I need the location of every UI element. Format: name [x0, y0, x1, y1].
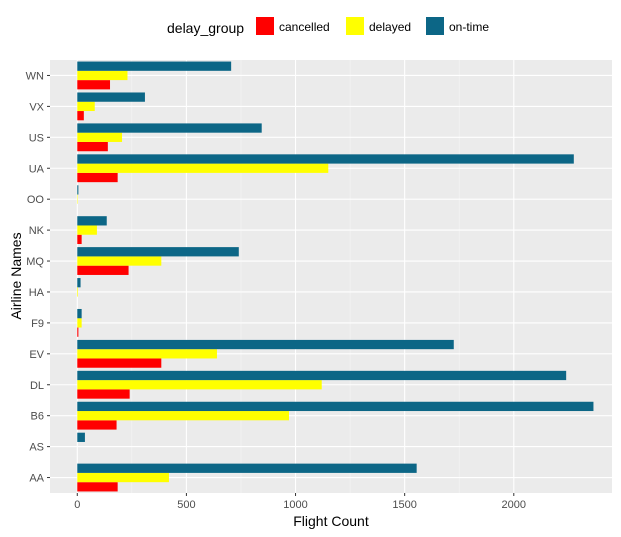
legend-label-on-time: on-time	[449, 20, 489, 34]
bar-aa-delayed	[77, 472, 169, 483]
bar-ev-cancelled	[77, 358, 162, 368]
bar-mq-cancelled	[77, 265, 129, 275]
bar-us-cancelled	[77, 141, 108, 152]
bar-ha-on-time	[77, 278, 81, 288]
bar-nk-on-time	[77, 216, 107, 226]
y-tick-label-as: AS	[29, 442, 44, 454]
y-axis-title: Airline Names	[8, 232, 24, 319]
bar-aa-cancelled	[77, 482, 118, 492]
bar-ua-on-time	[77, 154, 574, 164]
bar-vx-cancelled	[77, 111, 84, 121]
legend: delay_group cancelled delayed on-time	[167, 17, 489, 36]
bar-dl-on-time	[77, 370, 567, 381]
bar-ev-on-time	[77, 339, 454, 350]
legend-key-cancelled	[256, 17, 274, 35]
legend-key-on-time	[426, 17, 444, 35]
bar-b6-cancelled	[77, 420, 117, 430]
grid-lines	[50, 60, 612, 493]
bar-b6-on-time	[77, 401, 594, 412]
bar-vx-delayed	[77, 101, 95, 112]
y-tick-label-us: US	[29, 132, 44, 144]
bar-f9-on-time	[77, 308, 82, 319]
bar-nk-delayed	[77, 225, 97, 235]
bar-f9-cancelled	[77, 327, 79, 337]
x-axis-title: Flight Count	[293, 513, 369, 529]
bar-b6-delayed	[77, 411, 289, 421]
bar-as-on-time	[77, 432, 85, 442]
bar-wn-delayed	[77, 70, 128, 81]
y-tick-label-ua: UA	[29, 163, 45, 175]
y-tick-label-ha: HA	[29, 287, 45, 299]
bar-ua-cancelled	[77, 172, 118, 183]
y-tick-label-oo: OO	[27, 194, 45, 206]
bar-ev-delayed	[77, 349, 217, 359]
bar-mq-on-time	[77, 247, 239, 257]
bar-vx-on-time	[77, 92, 145, 102]
bar-f9-delayed	[77, 318, 82, 328]
legend-label-cancelled: cancelled	[279, 20, 330, 34]
y-tick-label-mq: MQ	[26, 256, 44, 268]
x-axis-ticks: 0 500 1000 1500 2000	[74, 493, 526, 511]
legend-key-delayed	[346, 17, 364, 35]
bar-nk-cancelled	[77, 234, 82, 245]
x-tick-label: 0	[74, 499, 80, 511]
bar-mq-delayed	[77, 256, 162, 266]
bar-ha-delayed	[77, 287, 78, 297]
y-tick-label-wn: WN	[26, 70, 44, 82]
y-axis-ticks: AA AS B6 DL EV F9 HA MQ NK OO UA US VX WN	[26, 70, 50, 485]
bar-wn-on-time	[77, 61, 232, 71]
y-tick-label-nk: NK	[29, 225, 45, 237]
bar-dl-delayed	[77, 380, 322, 390]
y-tick-label-aa: AA	[29, 473, 44, 485]
bar-oo-on-time	[77, 185, 79, 195]
y-tick-label-dl: DL	[30, 380, 44, 392]
bar-us-delayed	[77, 132, 123, 142]
y-tick-label-f9: F9	[31, 318, 44, 330]
bar-us-on-time	[77, 123, 262, 133]
y-tick-label-b6: B6	[31, 411, 44, 423]
y-tick-label-vx: VX	[29, 101, 44, 113]
legend-label-delayed: delayed	[369, 20, 411, 34]
x-tick-label: 500	[177, 499, 195, 511]
y-tick-label-ev: EV	[29, 349, 44, 361]
bar-ua-delayed	[77, 163, 329, 173]
bar-aa-on-time	[77, 463, 417, 473]
x-tick-label: 1500	[392, 499, 416, 511]
bar-dl-cancelled	[77, 389, 130, 399]
bars	[77, 61, 594, 492]
x-tick-label: 1000	[283, 499, 307, 511]
legend-title: delay_group	[167, 20, 244, 36]
x-tick-label: 2000	[502, 499, 526, 511]
bar-wn-cancelled	[77, 80, 111, 90]
